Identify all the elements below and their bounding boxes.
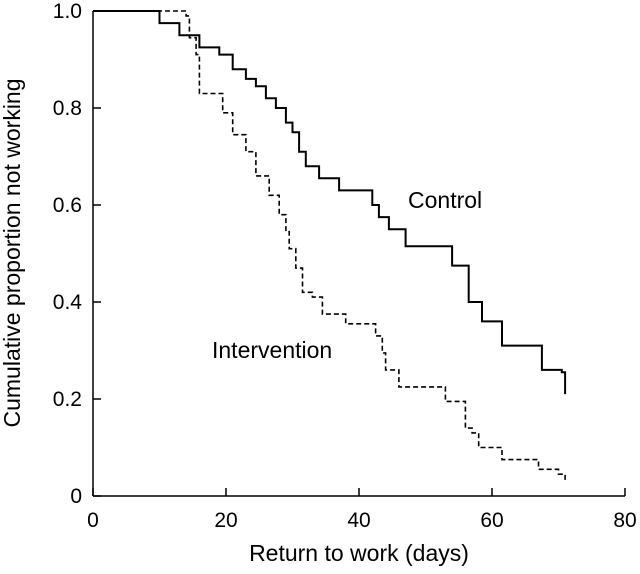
y-tick-label: 0.6 [53,194,82,217]
x-tick-label: 80 [613,509,636,532]
x-tick-label: 40 [347,509,370,532]
x-axis-title: Return to work (days) [249,540,469,566]
series-line-control [93,10,567,395]
y-tick-label: 0 [70,485,82,508]
series-lines [93,10,567,482]
series-label-intervention: Intervention [212,337,332,363]
axes [92,11,625,497]
y-tick-label: 0.2 [53,388,82,411]
series-line-intervention [93,10,566,482]
y-axis-title: Cumulative proportion not working [0,78,25,427]
y-tick-label: 0.8 [53,97,82,120]
x-tick-label: 20 [214,509,237,532]
x-tick-label: 60 [480,509,503,532]
y-tick-label: 1.0 [53,0,82,23]
series-label-control: Control [408,187,482,213]
y-tick-label: 0.4 [53,291,83,314]
x-tick-label: 0 [87,509,99,532]
ticks: 0 20 40 60 80 0 0.2 0.4 0.6 0.8 1.0 [53,0,637,532]
